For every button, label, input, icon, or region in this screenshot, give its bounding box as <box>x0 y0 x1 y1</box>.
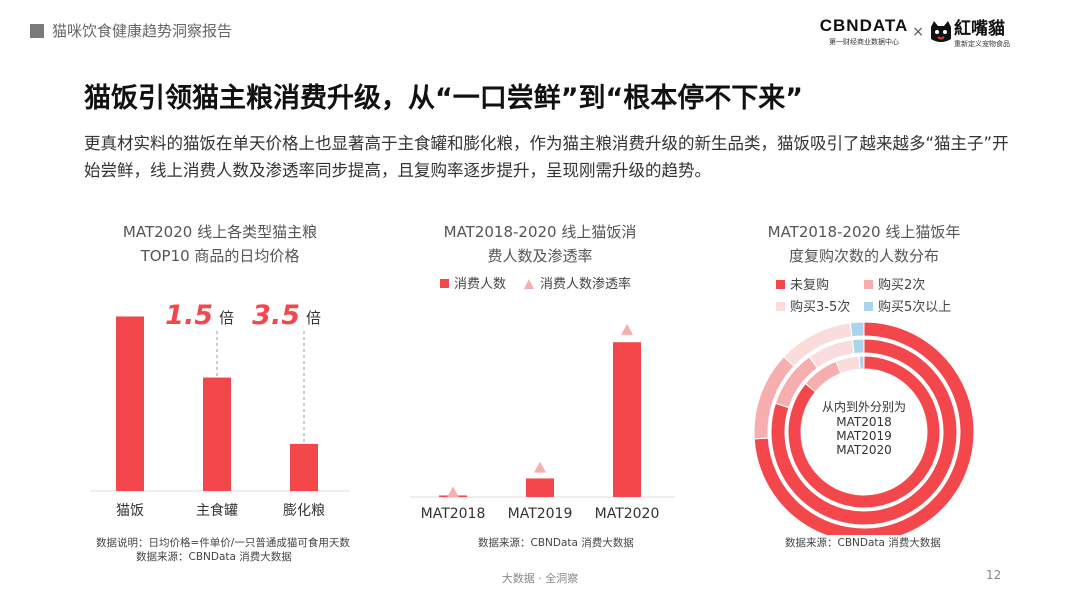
chart1-xlabel-maofan: 猫饭 <box>116 503 144 519</box>
cat-face-icon <box>931 20 951 42</box>
hongzuimao-subtitle: 重新定义宠物食品 <box>954 40 1010 48</box>
chart3-legend-label-2: 购买3-5次 <box>790 299 850 315</box>
chart3-center-label-3: MAT2020 <box>836 443 892 457</box>
chart3-legend-swatch-1 <box>864 280 873 289</box>
hongzuimao-logo: 紅嘴貓 重新定义宠物食品 <box>928 14 1010 49</box>
chart2-bar-2 <box>613 342 641 497</box>
chart1-xlabel-penghualiang: 膨化粮 <box>283 502 325 519</box>
chart2-xlabel-2018: MAT2018 <box>421 506 486 522</box>
chart3-legend-label-0: 未复购 <box>790 277 829 293</box>
brand-logos: CBNDATA 第一财经商业数据中心 × 紅嘴貓 重新定义宠物食品 <box>820 14 1010 49</box>
cbndata-logo: CBNDATA 第一财经商业数据中心 <box>820 16 909 47</box>
chart1-bar-1 <box>203 377 231 491</box>
chart3-legend-swatch-2 <box>776 302 785 311</box>
chart1-source-line2: 数据来源：CBNData 消费大数据 <box>136 551 292 563</box>
chart3-ring-2-slice-3 <box>849 321 865 338</box>
chart3-legend-swatch-3 <box>864 302 873 311</box>
collab-times: × <box>912 23 924 40</box>
chart3-source: 数据来源：CBNData 消费大数据 <box>785 537 941 549</box>
chart2-xlabel-2020: MAT2020 <box>595 506 660 522</box>
chart3-title-line2: 度复购次数的人数分布 <box>789 247 939 265</box>
report-section-title: 猫咪饮食健康趋势洞察报告 <box>52 22 233 40</box>
chart3-center-label-1: MAT2018 <box>836 415 892 429</box>
report-header: 猫咪饮食健康趋势洞察报告 <box>30 20 232 41</box>
chart1-multiplier-unit-1: 倍 <box>306 309 321 327</box>
chart1-bar-2 <box>290 443 318 491</box>
chart1-annotation-box-0 <box>184 297 250 331</box>
chart3-ring-0-slice-3 <box>858 355 865 370</box>
chart1-title-line2: TOP10 商品的日均价格 <box>140 247 300 265</box>
chart2-penetration-marker-2 <box>621 323 633 335</box>
chart2-penetration-marker-1 <box>534 461 546 473</box>
chart1-bar-0 <box>116 316 144 491</box>
page-number: 12 <box>986 568 1002 582</box>
chart2-source: 数据来源：CBNData 消费大数据 <box>478 537 634 549</box>
chart3-ring-1-slice-3 <box>851 338 865 355</box>
chart2-legend-triangle-label: 消费人数渗透率 <box>540 276 631 292</box>
chart2-penetration-marker-0 <box>447 486 459 498</box>
chart3-legend-label-3: 购买5次以上 <box>878 299 951 315</box>
chart2-bar-1 <box>526 478 554 497</box>
chart1-multiplier-1: 3.5 <box>252 300 300 331</box>
cbndata-wordmark: CBNDATA <box>819 16 909 35</box>
chart1-xlabel-zhushiguan: 主食罐 <box>196 502 238 519</box>
chart2-title-line2: 费人数及渗透率 <box>487 247 592 265</box>
chart3-ring-0-slice-2 <box>835 355 861 375</box>
chart3-title-line1: MAT2018-2020 线上猫饭年 <box>768 223 961 241</box>
chart2-title-line1: MAT2018-2020 线上猫饭消 <box>444 223 637 241</box>
hongzuimao-wordmark: 紅嘴貓 <box>954 19 1005 39</box>
header-square-icon <box>30 23 44 38</box>
chart1-title-line1: MAT2020 线上各类型猫主粮 <box>123 223 317 241</box>
cbndata-subtitle: 第一财经商业数据中心 <box>829 38 899 46</box>
chart2-legend-bar-swatch <box>440 279 449 288</box>
chart1-multiplier-unit-0: 倍 <box>219 309 234 327</box>
chart2-legend-triangle-swatch <box>524 279 534 289</box>
chart3-ring-2-slice-0 <box>753 321 975 535</box>
chart2-legend-bar-label: 消费人数 <box>454 277 506 292</box>
chart1-annotation-box-1 <box>271 297 337 331</box>
chart3-center-label-2: MAT2019 <box>836 429 892 443</box>
consumer-bar-chart: MAT2018-2020 线上猫饭消 费人数及渗透率 消费人数 消费人数渗透率 … <box>410 223 675 522</box>
chart3-legend-swatch-0 <box>776 280 785 289</box>
chart3-legend-label-1: 购买2次 <box>878 277 925 293</box>
chart1-source-line1: 数据说明：日均价格=件单价/一只普通成猫可食用天数 <box>96 537 350 549</box>
page-title: 猫饭引领猫主粮消费升级，从“一口尝鲜”到“根本停不下来” <box>84 83 803 114</box>
chart3-ring-0-slice-0 <box>787 355 941 509</box>
chart1-source: 数据说明：日均价格=件单价/一只普通成猫可食用天数 数据来源：CBNData 消… <box>96 536 350 564</box>
page-description: 更真材实料的猫饭在单天价格上也显著高于主食罐和膨化粮，作为猫主粮消费升级的新生品… <box>84 134 1009 180</box>
chart1-multiplier-0: 1.5 <box>165 300 213 331</box>
chart2-xlabel-2019: MAT2019 <box>508 506 573 522</box>
chart3-ring-1-slice-0 <box>770 338 958 526</box>
chart3-center-label-0: 从内到外分别为 <box>822 400 906 414</box>
price-bar-chart: MAT2020 线上各类型猫主粮 TOP10 商品的日均价格 1.5 倍 3.5 倍 … <box>90 223 350 519</box>
repurchase-ring-chart: MAT2018-2020 线上猫饭年 度复购次数的人数分布 未复购 购买2次 购… <box>753 223 975 535</box>
footer-slogan: 大数据 · 全洞察 <box>501 572 579 585</box>
